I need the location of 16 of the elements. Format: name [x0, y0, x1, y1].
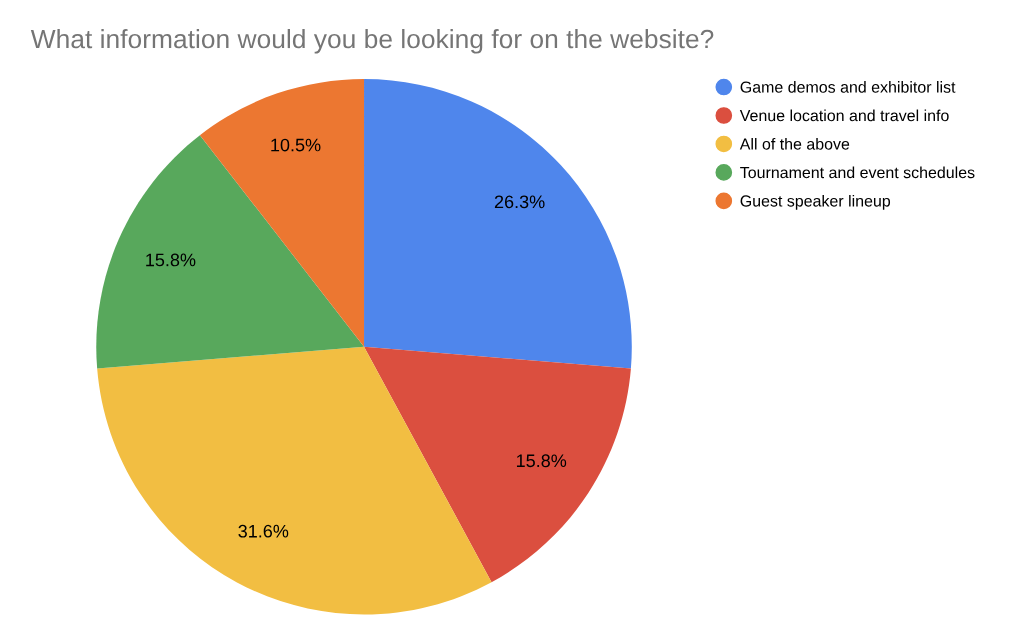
legend-label: Guest speaker lineup: [740, 194, 891, 210]
pie-slice: [97, 346, 492, 615]
data-label: 15.8%: [516, 454, 567, 468]
legend-label: Tournament and event schedules: [740, 166, 975, 179]
pie-slice: [364, 346, 631, 583]
data-label: 31.6%: [238, 524, 289, 538]
legend-label: All of the above: [739, 137, 850, 150]
pie-slice: [199, 78, 365, 347]
pie-slice: [364, 78, 632, 369]
data-label: 26.3%: [494, 195, 545, 209]
data-label: 15.8%: [146, 253, 196, 267]
chart-title: What information would you be looking for on the website?: [30, 28, 714, 54]
legend-label: Venue location and travel info: [739, 109, 949, 122]
pie-slice: [96, 135, 365, 369]
data-label: 10.5%: [271, 138, 321, 152]
legend-label: Game demos and exhibitor list: [740, 81, 956, 93]
